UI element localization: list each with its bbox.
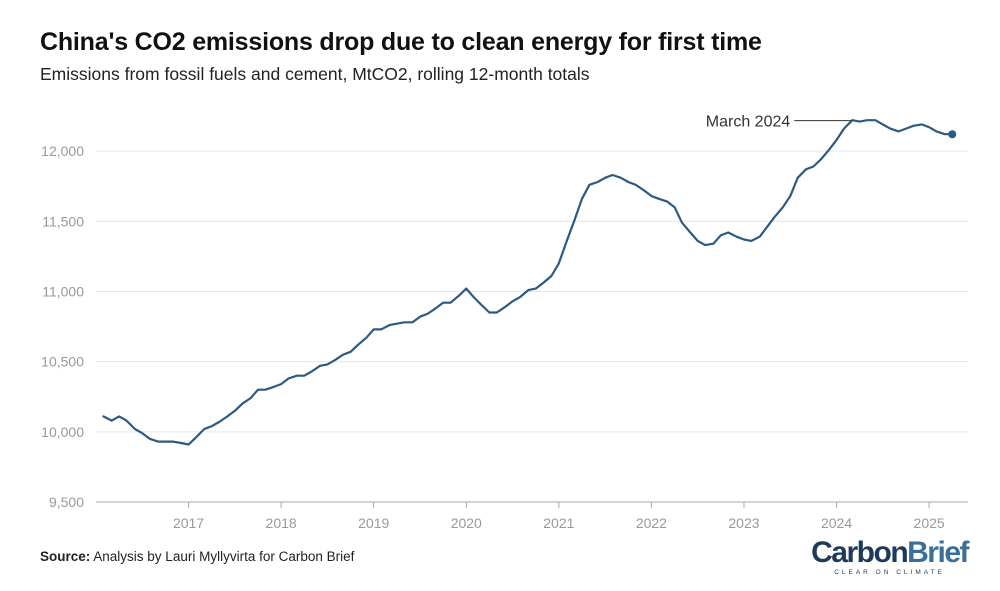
source-text: Analysis by Lauri Myllyvirta for Carbon …: [93, 549, 355, 564]
x-tick-label: 2021: [543, 515, 574, 531]
source-note: Source: Analysis by Lauri Myllyvirta for…: [40, 549, 354, 564]
x-tick-label: 2019: [358, 515, 389, 531]
y-tick-label: 12,000: [41, 143, 84, 159]
emissions-series-line: [102, 119, 954, 446]
carbon-brief-logo[interactable]: CarbonBrief CLEAR ON CLIMATE: [811, 536, 969, 577]
logo-tagline: CLEAR ON CLIMATE: [834, 569, 945, 576]
y-tick-label: 10,000: [41, 424, 84, 440]
x-tick-label: 2017: [173, 515, 204, 531]
logo-part-brief: Brief: [907, 536, 969, 569]
x-tick-label: 2018: [266, 515, 297, 531]
y-tick-label: 10,500: [41, 354, 84, 370]
y-tick-label: 9,500: [49, 494, 84, 510]
x-tick-label: 2022: [636, 515, 667, 531]
chart-subtitle: Emissions from fossil fuels and cement, …: [40, 64, 590, 84]
y-tick-label: 11,500: [42, 213, 84, 229]
y-tick-label: 11,000: [42, 283, 84, 299]
x-tick-label: 2025: [914, 515, 945, 531]
latest-value-marker: [948, 130, 957, 139]
logo-part-carbon: Carbon: [811, 536, 909, 569]
annotation-label: March 2024: [706, 114, 791, 131]
x-tick-label: 2020: [451, 515, 482, 531]
chart-title: China's CO2 emissions drop due to clean …: [40, 28, 762, 56]
source-label: Source:: [40, 549, 91, 564]
x-tick-label: 2024: [821, 515, 852, 531]
x-tick-label: 2023: [728, 515, 759, 531]
